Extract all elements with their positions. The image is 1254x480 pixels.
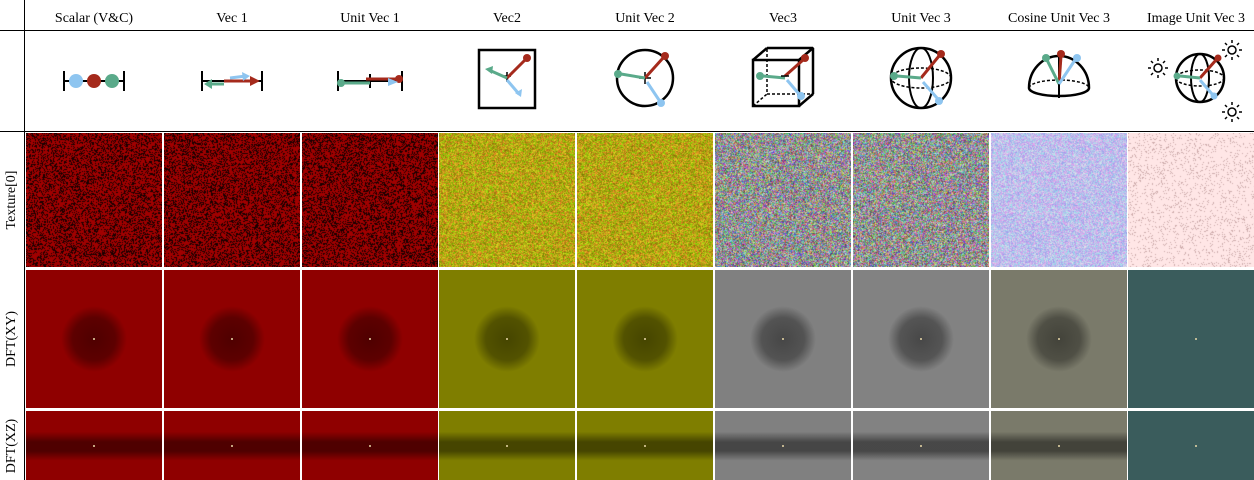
dft-xy-sample (164, 270, 300, 408)
column-header: Unit Vec 2 (577, 8, 713, 31)
column-header-label: Vec3 (765, 11, 801, 27)
column-header-label: Vec 1 (212, 11, 252, 27)
dc-component-dot (93, 444, 95, 447)
texture-sample (991, 133, 1127, 267)
dc-component-dot (644, 444, 646, 447)
column-header: Vec3 (715, 8, 851, 31)
scalar-icon (63, 71, 125, 91)
dft-xz-sample (577, 411, 713, 480)
column-header: Unit Vec 1 (302, 8, 438, 31)
dft-xz-sample (439, 411, 575, 480)
dc-component-dot (920, 444, 922, 447)
dft-xz-sample (164, 411, 300, 480)
vec1-icon (201, 71, 263, 91)
cosine-hemisphere-icon (1027, 50, 1091, 98)
column-header-label: Unit Vec 3 (887, 11, 955, 27)
dft-xz-sample (1128, 411, 1254, 480)
dft-xy-sample (1128, 270, 1254, 408)
dc-component-dot (1195, 338, 1197, 340)
unit-vec1-icon (302, 36, 438, 126)
vec3-icon (751, 46, 815, 108)
vec3-icon (715, 36, 851, 126)
dft-xy-sample (853, 270, 989, 408)
scalar-icon (26, 36, 162, 126)
dc-component-dot (506, 338, 508, 340)
dc-component-dot (782, 338, 784, 340)
dft-xz-sample (26, 411, 162, 480)
column-header-label: Cosine Unit Vec 3 (1003, 11, 1115, 27)
texture-sample (853, 133, 989, 267)
icon-row-rule (0, 131, 1254, 132)
dc-component-dot (93, 338, 95, 340)
column-header: Scalar (V&C) (26, 8, 162, 31)
texture-sample (715, 133, 851, 267)
column-header: Cosine Unit Vec 3 (991, 8, 1127, 31)
dft-xy-sample (439, 270, 575, 408)
vec1-icon (164, 36, 300, 126)
column-header: Image Unit Vec 3 (1128, 8, 1254, 31)
dft-xy-sample (302, 270, 438, 408)
dc-component-dot (1058, 338, 1060, 340)
column-header-label: Unit Vec 1 (336, 11, 404, 27)
texture-sample (577, 133, 713, 267)
dc-component-dot (1058, 444, 1060, 447)
dft-xy-sample (715, 270, 851, 408)
unit-vec1-icon (337, 71, 403, 91)
dft-xy-sample (577, 270, 713, 408)
texture-sample (164, 133, 300, 267)
row-label-dft-xy: DFT(XY) (4, 311, 19, 367)
dc-component-dot (782, 444, 784, 447)
unit-vec2-icon (577, 36, 713, 126)
column-header-label: Scalar (V&C) (50, 11, 138, 27)
column-header: Vec2 (439, 8, 575, 31)
unit-vec2-icon (614, 48, 675, 108)
texture-sample (302, 133, 438, 267)
dft-xz-sample (991, 411, 1127, 480)
image-sphere-icon (1148, 40, 1242, 122)
unit-vec3-icon (853, 36, 989, 126)
dft-xz-sample (853, 411, 989, 480)
dft-xz-sample (302, 411, 438, 480)
dc-component-dot (920, 338, 922, 340)
column-header: Unit Vec 3 (853, 8, 989, 31)
dft-xy-sample (26, 270, 162, 408)
column-header-label: Vec2 (489, 11, 525, 27)
row-label-divider (24, 0, 25, 480)
texture-sample (1128, 133, 1254, 267)
column-header-label: Image Unit Vec 3 (1142, 11, 1250, 27)
unit-vec3-icon (889, 46, 953, 110)
row-label-dft-xz: DFT(XZ) (4, 418, 19, 473)
row-label-texture: Texture[0] (4, 170, 19, 230)
dc-component-dot (369, 338, 371, 340)
column-header: Vec 1 (164, 8, 300, 31)
dc-component-dot (369, 444, 371, 447)
vec2-icon (477, 48, 537, 110)
image-sphere-icon (1128, 36, 1254, 126)
dft-xy-sample (991, 270, 1127, 408)
texture-sample (26, 133, 162, 267)
texture-sample (439, 133, 575, 267)
dc-component-dot (644, 338, 646, 340)
dc-component-dot (231, 444, 233, 447)
cosine-hemisphere-icon (991, 36, 1127, 126)
dft-xz-sample (715, 411, 851, 480)
column-header-label: Unit Vec 2 (611, 11, 679, 27)
dc-component-dot (506, 444, 508, 447)
vec2-icon (439, 36, 575, 126)
dc-component-dot (231, 338, 233, 340)
dc-component-dot (1195, 444, 1197, 447)
